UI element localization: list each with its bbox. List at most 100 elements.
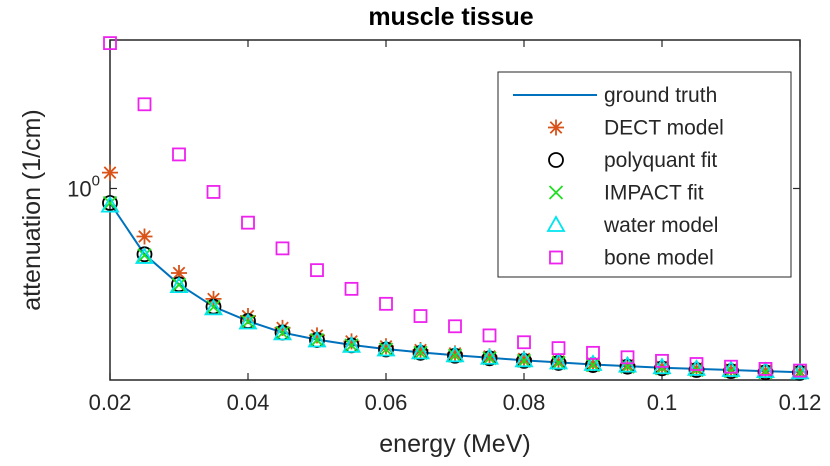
data-point-asterisk xyxy=(585,355,601,372)
data-point-x xyxy=(102,195,118,211)
data-point-x xyxy=(240,314,256,329)
data-point-square xyxy=(724,359,738,374)
y-axis-label: attenuation (1/cm) xyxy=(18,109,46,311)
data-point-triangle xyxy=(341,336,362,353)
legend-box xyxy=(497,71,792,278)
data-point-triangle xyxy=(410,342,431,360)
data-point-circle xyxy=(688,362,705,378)
data-point-asterisk xyxy=(757,362,774,379)
data-point-triangle xyxy=(721,360,741,377)
data-point-triangle xyxy=(203,298,224,316)
legend-marker-square xyxy=(549,250,563,265)
legend-label: water model xyxy=(603,214,718,237)
data-point-square xyxy=(482,328,497,343)
data-point-triangle xyxy=(686,359,707,376)
data-point-square xyxy=(275,241,290,256)
data-point-triangle xyxy=(376,339,396,357)
data-point-triangle xyxy=(583,354,603,371)
data-point-x xyxy=(378,342,394,357)
data-point-triangle xyxy=(238,312,258,330)
data-point-x xyxy=(413,345,428,360)
legend-marker-asterisk xyxy=(548,119,564,136)
data-point-asterisk xyxy=(447,345,463,362)
data-point-asterisk xyxy=(619,357,636,374)
data-point-circle xyxy=(757,364,774,381)
data-point-x xyxy=(447,348,463,363)
data-point-triangle xyxy=(134,247,155,264)
x-tick-label: 0.12 xyxy=(779,390,822,415)
legend-entry: DECT model xyxy=(548,117,724,140)
data-point-x xyxy=(516,353,532,368)
data-point-triangle xyxy=(548,352,569,370)
legend-label: IMPACT fit xyxy=(604,182,704,205)
data-point-asterisk xyxy=(136,228,153,245)
chart-title: muscle tissue xyxy=(368,3,533,31)
data-point-square xyxy=(758,362,773,376)
series-triangle xyxy=(100,195,810,380)
legend-label: bone model xyxy=(604,247,714,270)
data-point-circle xyxy=(654,360,670,377)
data-point-asterisk xyxy=(516,350,532,367)
data-point-triangle xyxy=(100,195,120,213)
data-point-asterisk xyxy=(309,327,325,344)
data-point-x xyxy=(344,338,359,353)
data-point-square xyxy=(551,341,566,356)
x-axis-label: energy (MeV) xyxy=(379,430,530,458)
legend-entry: water model xyxy=(546,214,718,237)
data-point-asterisk xyxy=(378,338,394,355)
legend-marker-circle xyxy=(548,152,564,168)
series-square xyxy=(103,36,807,378)
series-layer xyxy=(100,36,810,381)
data-point-square xyxy=(241,215,255,230)
data-point-x xyxy=(137,248,152,263)
data-point-x xyxy=(206,299,221,315)
data-point-triangle xyxy=(514,350,534,368)
data-point-triangle xyxy=(307,330,327,348)
data-point-square xyxy=(689,357,704,371)
data-point-square xyxy=(586,345,600,360)
data-point-square xyxy=(379,296,393,311)
ticks-layer: 0.02 0.04 0.06 0.08 0.1 0.12 100 xyxy=(67,40,821,415)
data-point-triangle xyxy=(790,362,810,380)
x-tick-label: 0.04 xyxy=(227,390,270,415)
data-point-square xyxy=(344,281,359,296)
y-tick-label: 100 xyxy=(67,172,100,201)
data-point-asterisk xyxy=(412,341,429,358)
legend-entry: ground truth xyxy=(513,84,717,107)
data-point-square xyxy=(517,335,531,350)
data-point-triangle xyxy=(169,276,189,294)
data-point-x xyxy=(551,355,566,371)
data-point-square xyxy=(448,319,462,334)
data-point-circle xyxy=(619,358,636,375)
data-point-square xyxy=(655,353,669,368)
legend-entry: bone model xyxy=(549,247,714,270)
data-point-square xyxy=(793,363,807,378)
data-point-square xyxy=(172,147,186,162)
data-point-triangle xyxy=(479,347,500,365)
data-point-triangle xyxy=(755,361,776,379)
data-point-square xyxy=(413,309,428,323)
data-point-square xyxy=(310,263,324,278)
data-point-square xyxy=(206,185,221,199)
data-point-triangle xyxy=(617,355,638,373)
legend-label: ground truth xyxy=(604,84,717,107)
legend: ground truth DECT model polyquant fit IMPAC… xyxy=(497,71,792,278)
data-point-triangle xyxy=(445,345,465,363)
data-point-x xyxy=(171,277,187,292)
legend-marker-x xyxy=(548,185,564,200)
legend-marker-triangle xyxy=(546,215,566,232)
data-point-x xyxy=(275,325,290,341)
data-point-asterisk xyxy=(481,348,498,365)
data-point-asterisk xyxy=(102,164,118,181)
legend-entry: IMPACT fit xyxy=(548,182,704,205)
data-point-circle xyxy=(723,363,739,380)
data-point-triangle xyxy=(272,323,293,341)
legend-entry: polyquant fit xyxy=(548,149,717,172)
data-point-square xyxy=(103,36,117,51)
data-point-asterisk xyxy=(274,319,291,336)
data-point-x xyxy=(482,351,497,366)
data-point-square xyxy=(620,350,635,365)
data-point-x xyxy=(309,332,325,348)
legend-label: DECT model xyxy=(604,117,724,140)
